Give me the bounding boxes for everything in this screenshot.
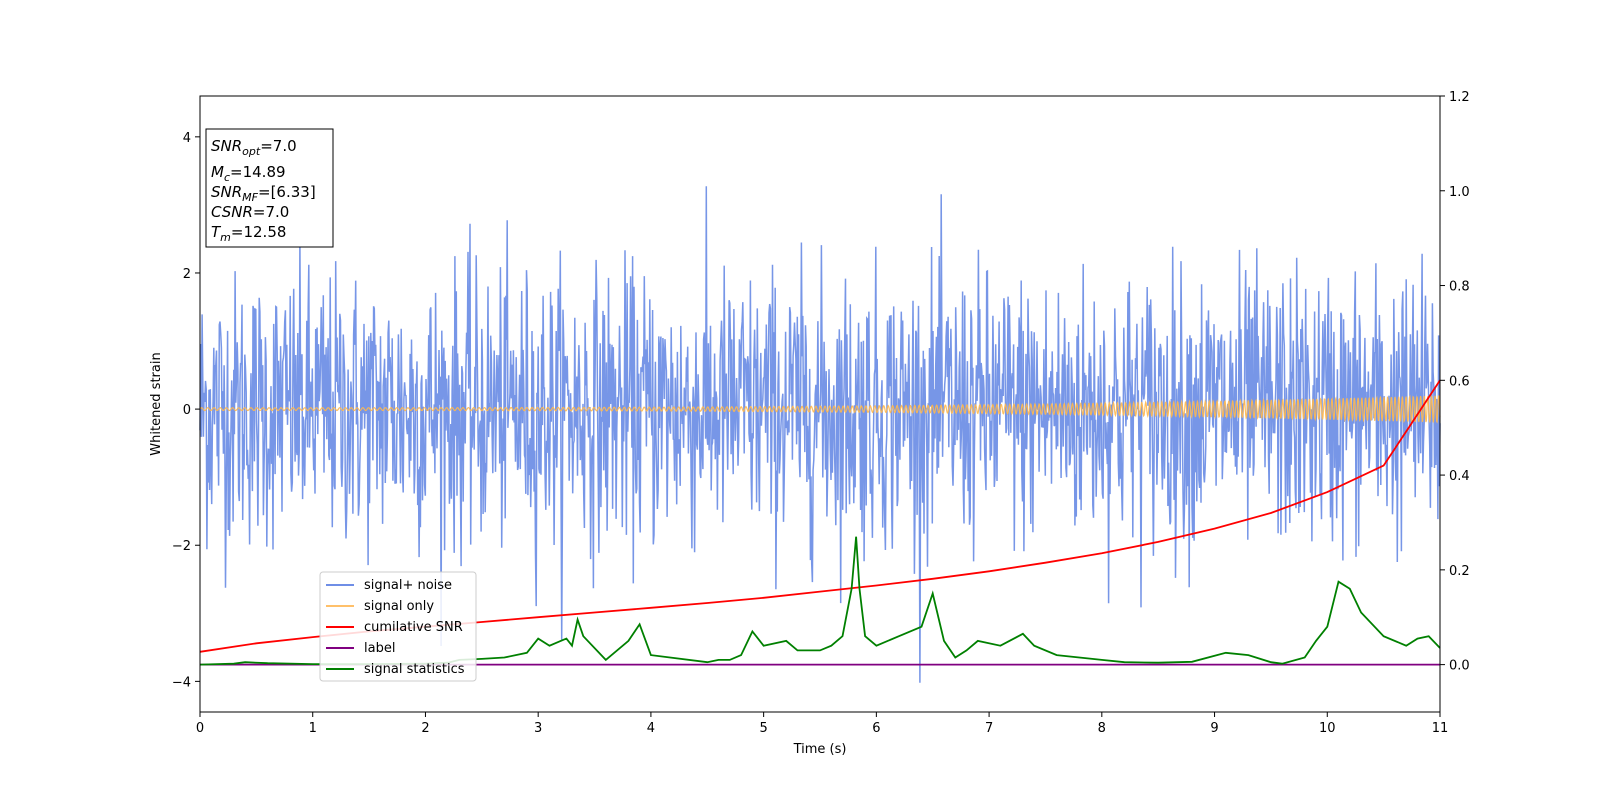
x-tick-label-7: 7: [985, 721, 993, 736]
legend-label-cumulative-snr: cumilative SNR: [364, 620, 463, 635]
x-tick-label-3: 3: [534, 721, 542, 736]
x-tick-label-8: 8: [1098, 721, 1106, 736]
y2-tick-label-1.2: 1.2: [1449, 90, 1470, 105]
x-tick-label-6: 6: [872, 721, 880, 736]
y2-tick-label-0.2: 0.2: [1449, 564, 1470, 579]
y-tick-label-0: 0: [183, 403, 191, 418]
y-tick-label-2: 2: [183, 267, 191, 282]
y2-tick-label-1: 1.0: [1449, 185, 1470, 200]
annotation-snr-opt: SNRopt=7.0: [211, 137, 297, 158]
frame-layer: [199, 95, 1441, 713]
series-line-signal-noise: [199, 186, 1441, 683]
y2-tick-label-0: 0.0: [1449, 659, 1470, 674]
annotation-frame: [205, 128, 334, 248]
y2-tick-label-0.6: 0.6: [1449, 374, 1470, 389]
x-tick-label-10: 10: [1319, 721, 1336, 736]
plot-area-frame: [199, 95, 1441, 713]
axes-layer: 0 1 2 3 4 5 6 7 8 9 10 11 −4 −2 0 2 4 0.0 0.2 0.4 0.6 0.8 1.0 1…: [172, 90, 1470, 736]
legend-label-label: label: [364, 641, 395, 656]
series-line-signal-statistics: [199, 536, 1441, 666]
y-axis-label: Whitened strain: [149, 352, 164, 455]
annotation-tm: Tm=12.58: [211, 223, 286, 244]
x-tick-label-4: 4: [647, 721, 655, 736]
annotation-mc: Mc=14.89: [211, 163, 286, 184]
legend: signal+ noise signal only cumilative SNR…: [319, 571, 477, 682]
y2-tick-label-0.8: 0.8: [1449, 280, 1470, 295]
x-axis-label: Time (s): [793, 742, 847, 757]
y-tick-label--4: −4: [172, 675, 191, 690]
annotation-snr-mf: SNRMF=[6.33]: [211, 183, 316, 204]
annotation-csnr: CSNR=7.0: [211, 203, 289, 221]
x-tick-label-5: 5: [759, 721, 767, 736]
series-line-signal-only: [199, 394, 1441, 424]
x-tick-label-0: 0: [196, 721, 204, 736]
x-tick-label-1: 1: [309, 721, 317, 736]
legend-label-signal-noise: signal+ noise: [364, 578, 452, 593]
legend-label-signal-only: signal only: [364, 599, 434, 614]
y2-tick-label-0.4: 0.4: [1449, 469, 1470, 484]
y-tick-label--2: −2: [172, 539, 191, 554]
x-tick-label-2: 2: [421, 721, 429, 736]
legend-label-signal-statistics: signal statistics: [364, 662, 465, 677]
x-tick-label-9: 9: [1210, 721, 1218, 736]
annotation-box: SNRopt=7.0 Mc=14.89 SNRMF=[6.33] CSNR=7.…: [205, 128, 334, 248]
x-tick-label-11: 11: [1432, 721, 1449, 736]
legend-frame: [319, 571, 477, 682]
y-tick-label-4: 4: [183, 131, 191, 146]
